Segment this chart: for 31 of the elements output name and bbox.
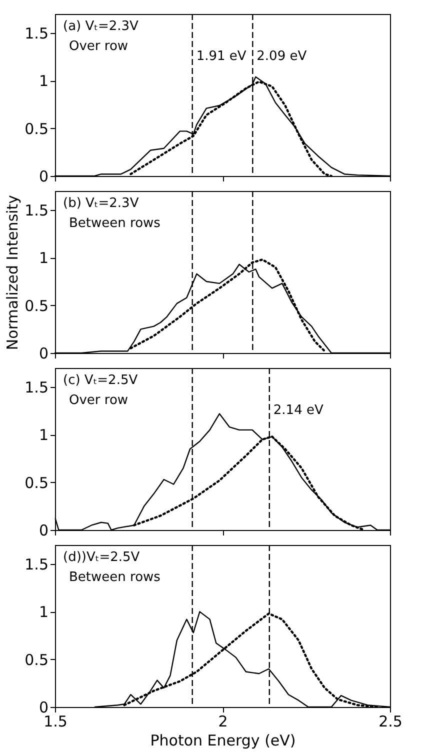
annotation: (a) Vₜ=2.3V: [63, 19, 139, 34]
y-tick-label: 0.5: [24, 120, 48, 138]
annotation: (d))Vₜ=2.5V: [63, 550, 140, 565]
y-tick-label: 0: [38, 522, 48, 540]
y-tick-label: 1: [38, 249, 48, 268]
y-tick-label: 1.5: [24, 556, 48, 574]
annotation: (c) Vₜ=2.5V: [63, 373, 138, 388]
x-tick-label: 2: [218, 712, 228, 730]
y-tick-label: 1: [38, 72, 48, 90]
x-axis-title: Photon Energy (eV): [150, 732, 296, 750]
y-tick-label: 1.5: [24, 24, 48, 43]
annotation: Between rows: [69, 570, 161, 585]
annotation: Over row: [69, 39, 128, 54]
x-tick-label: 2.5: [378, 712, 402, 730]
y-tick-label: 0.5: [24, 650, 48, 669]
y-tick-label: 1: [38, 603, 48, 622]
y-tick-label: 0: [38, 168, 48, 186]
y-tick-label: 1: [38, 426, 48, 444]
annotation: Over row: [69, 393, 128, 408]
y-axis-title: Normalized Intensity: [4, 194, 22, 350]
y-tick-label: 0: [38, 698, 48, 716]
y-tick-label: 0: [38, 344, 48, 362]
y-tick-label: 0.5: [24, 474, 48, 492]
y-tick-label: 1.5: [24, 378, 48, 397]
ref-line-label: 1.91 eV: [196, 49, 246, 64]
ref-line-label: 2.09 eV: [256, 49, 307, 64]
annotation: (b) Vₜ=2.3V: [63, 196, 139, 211]
y-tick-label: 1.5: [24, 202, 48, 220]
annotation: Between rows: [69, 216, 161, 231]
y-tick-label: 0.5: [24, 296, 48, 315]
ref-line-label: 2.14 eV: [273, 403, 324, 418]
